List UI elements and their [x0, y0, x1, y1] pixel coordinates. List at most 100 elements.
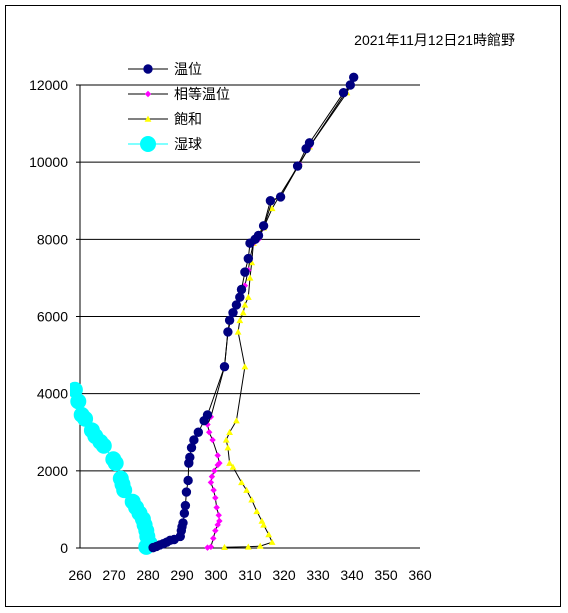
data-point — [185, 452, 195, 463]
chart-frame — [5, 5, 561, 607]
data-point — [338, 88, 349, 98]
legend-label: 飽和 — [174, 111, 202, 127]
series-3 — [221, 73, 358, 550]
data-point — [178, 518, 188, 528]
data-point — [206, 429, 213, 436]
data-point — [238, 479, 245, 486]
data-point — [243, 253, 254, 264]
y-axis-ticks: 0 2000 4000 6000 8000 10000 12000 — [29, 77, 80, 556]
data-point — [236, 316, 244, 324]
data-point — [210, 486, 217, 494]
x-tick-label: 280 — [136, 567, 160, 583]
data-point — [208, 473, 216, 480]
data-point — [248, 496, 256, 503]
data-point — [222, 436, 230, 443]
data-point — [228, 307, 238, 318]
data-point — [202, 410, 213, 420]
data-point — [180, 500, 191, 511]
data-point — [234, 328, 242, 335]
data-point — [207, 479, 215, 486]
data-point — [216, 517, 223, 525]
data-point — [186, 442, 197, 453]
data-point — [73, 406, 90, 423]
data-point — [349, 72, 359, 82]
data-point — [212, 494, 219, 502]
data-point — [268, 538, 276, 545]
data-point — [140, 136, 156, 152]
data-point — [193, 427, 204, 437]
data-point — [253, 230, 264, 241]
data-point — [224, 444, 232, 451]
legend-entry: 飽和 — [128, 111, 202, 127]
data-point — [216, 459, 223, 467]
data-point — [70, 381, 83, 398]
x-tick-label: 350 — [374, 567, 398, 583]
data-point — [105, 451, 122, 468]
data-point — [258, 517, 266, 524]
data-point — [226, 428, 233, 435]
data-point — [253, 507, 261, 515]
data-point — [143, 64, 153, 74]
data-point — [243, 486, 250, 493]
data-point — [223, 327, 233, 337]
data-point — [213, 504, 220, 511]
data-point — [179, 508, 190, 518]
series-2 — [204, 74, 357, 551]
data-point — [244, 543, 252, 550]
data-point — [210, 535, 217, 542]
data-point — [212, 527, 219, 534]
chart-title: 2021年11月12日21時館野 — [354, 32, 515, 48]
data-point — [275, 192, 286, 202]
y-tick-label: 2000 — [37, 463, 68, 479]
series-4 — [70, 381, 158, 555]
legend-label: 相等温位 — [174, 86, 230, 102]
data-point — [304, 138, 315, 148]
x-tick-label: 290 — [170, 567, 194, 583]
legend-entry: 温位 — [128, 61, 202, 77]
x-tick-label: 300 — [204, 567, 228, 583]
data-point — [215, 512, 222, 519]
data-point — [236, 284, 247, 295]
y-tick-label: 10000 — [29, 154, 68, 170]
legend-label: 湿球 — [174, 136, 202, 152]
data-point — [256, 542, 264, 549]
legend-entry: 湿球 — [128, 136, 202, 152]
legend-label: 温位 — [174, 61, 202, 77]
data-point — [144, 115, 152, 122]
gridlines — [80, 84, 420, 549]
data-point — [229, 463, 237, 470]
data-point — [292, 161, 303, 171]
data-point — [239, 309, 247, 316]
x-tick-label: 320 — [272, 567, 296, 583]
y-tick-label: 4000 — [37, 386, 68, 402]
data-point — [181, 487, 192, 497]
x-tick-label: 270 — [102, 567, 126, 583]
series-layer — [70, 72, 359, 555]
data-point — [241, 301, 249, 308]
data-point — [144, 90, 152, 98]
data-point — [260, 521, 267, 528]
data-point — [207, 543, 215, 551]
data-point — [241, 363, 249, 370]
data-point — [214, 452, 221, 459]
data-point — [189, 435, 199, 445]
legend-entry: 相等温位 — [128, 86, 230, 102]
data-point — [124, 493, 141, 510]
x-tick-label: 310 — [238, 567, 262, 583]
y-tick-label: 0 — [60, 540, 68, 556]
y-tick-label: 6000 — [37, 309, 68, 325]
data-point — [258, 221, 269, 231]
data-point — [221, 543, 228, 550]
data-point — [112, 470, 129, 487]
data-point — [265, 531, 273, 538]
data-point — [248, 259, 256, 266]
data-point — [231, 300, 242, 310]
data-point — [235, 292, 245, 302]
data-point — [345, 80, 355, 90]
data-point — [224, 315, 235, 326]
data-point — [244, 293, 252, 300]
x-tick-label: 330 — [306, 567, 330, 583]
series-1 — [148, 72, 359, 553]
data-point — [226, 459, 233, 466]
